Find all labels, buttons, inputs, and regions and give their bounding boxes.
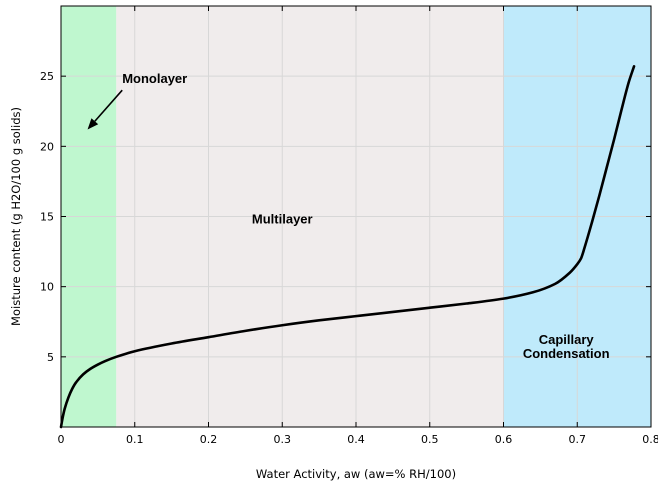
x-tick-label-3: 0.3 [274, 433, 292, 446]
grid-lines [61, 6, 651, 427]
annotation-arrow-head [87, 118, 99, 130]
x-tick-label-0: 0 [58, 433, 65, 446]
x-tick-label-4: 0.4 [347, 433, 365, 446]
x-tick-label-7: 0.7 [569, 433, 587, 446]
x-tick-label-1: 0.1 [126, 433, 144, 446]
y-tick-label-2: 15 [40, 211, 54, 224]
y-tick-label-1: 10 [40, 281, 54, 294]
annotation-0: Monolayer [122, 71, 187, 86]
x-tick-label-5: 0.5 [421, 433, 439, 446]
y-tick-label-0: 5 [47, 351, 54, 364]
y-tick-label-3: 20 [40, 140, 54, 153]
annotation-1: Multilayer [252, 212, 313, 227]
series-line [59, 65, 636, 429]
annotation-3: Condensation [523, 346, 610, 361]
y-axis-label: Moisture content (g H2O/100 g solids) [9, 107, 23, 326]
x-tick-label-6: 0.6 [495, 433, 513, 446]
x-axis-label: Water Activity, aw (aw=% RH/100) [256, 467, 456, 481]
annotation-2: Capillary [539, 332, 595, 347]
annotation-arrow [94, 89, 123, 122]
y-axis-ticks: 5 10 15 20 25 [40, 70, 651, 364]
x-tick-label-2: 0.2 [200, 433, 218, 446]
y-tick-label-4: 25 [40, 70, 54, 83]
x-tick-label-8: 0.8 [642, 433, 658, 446]
